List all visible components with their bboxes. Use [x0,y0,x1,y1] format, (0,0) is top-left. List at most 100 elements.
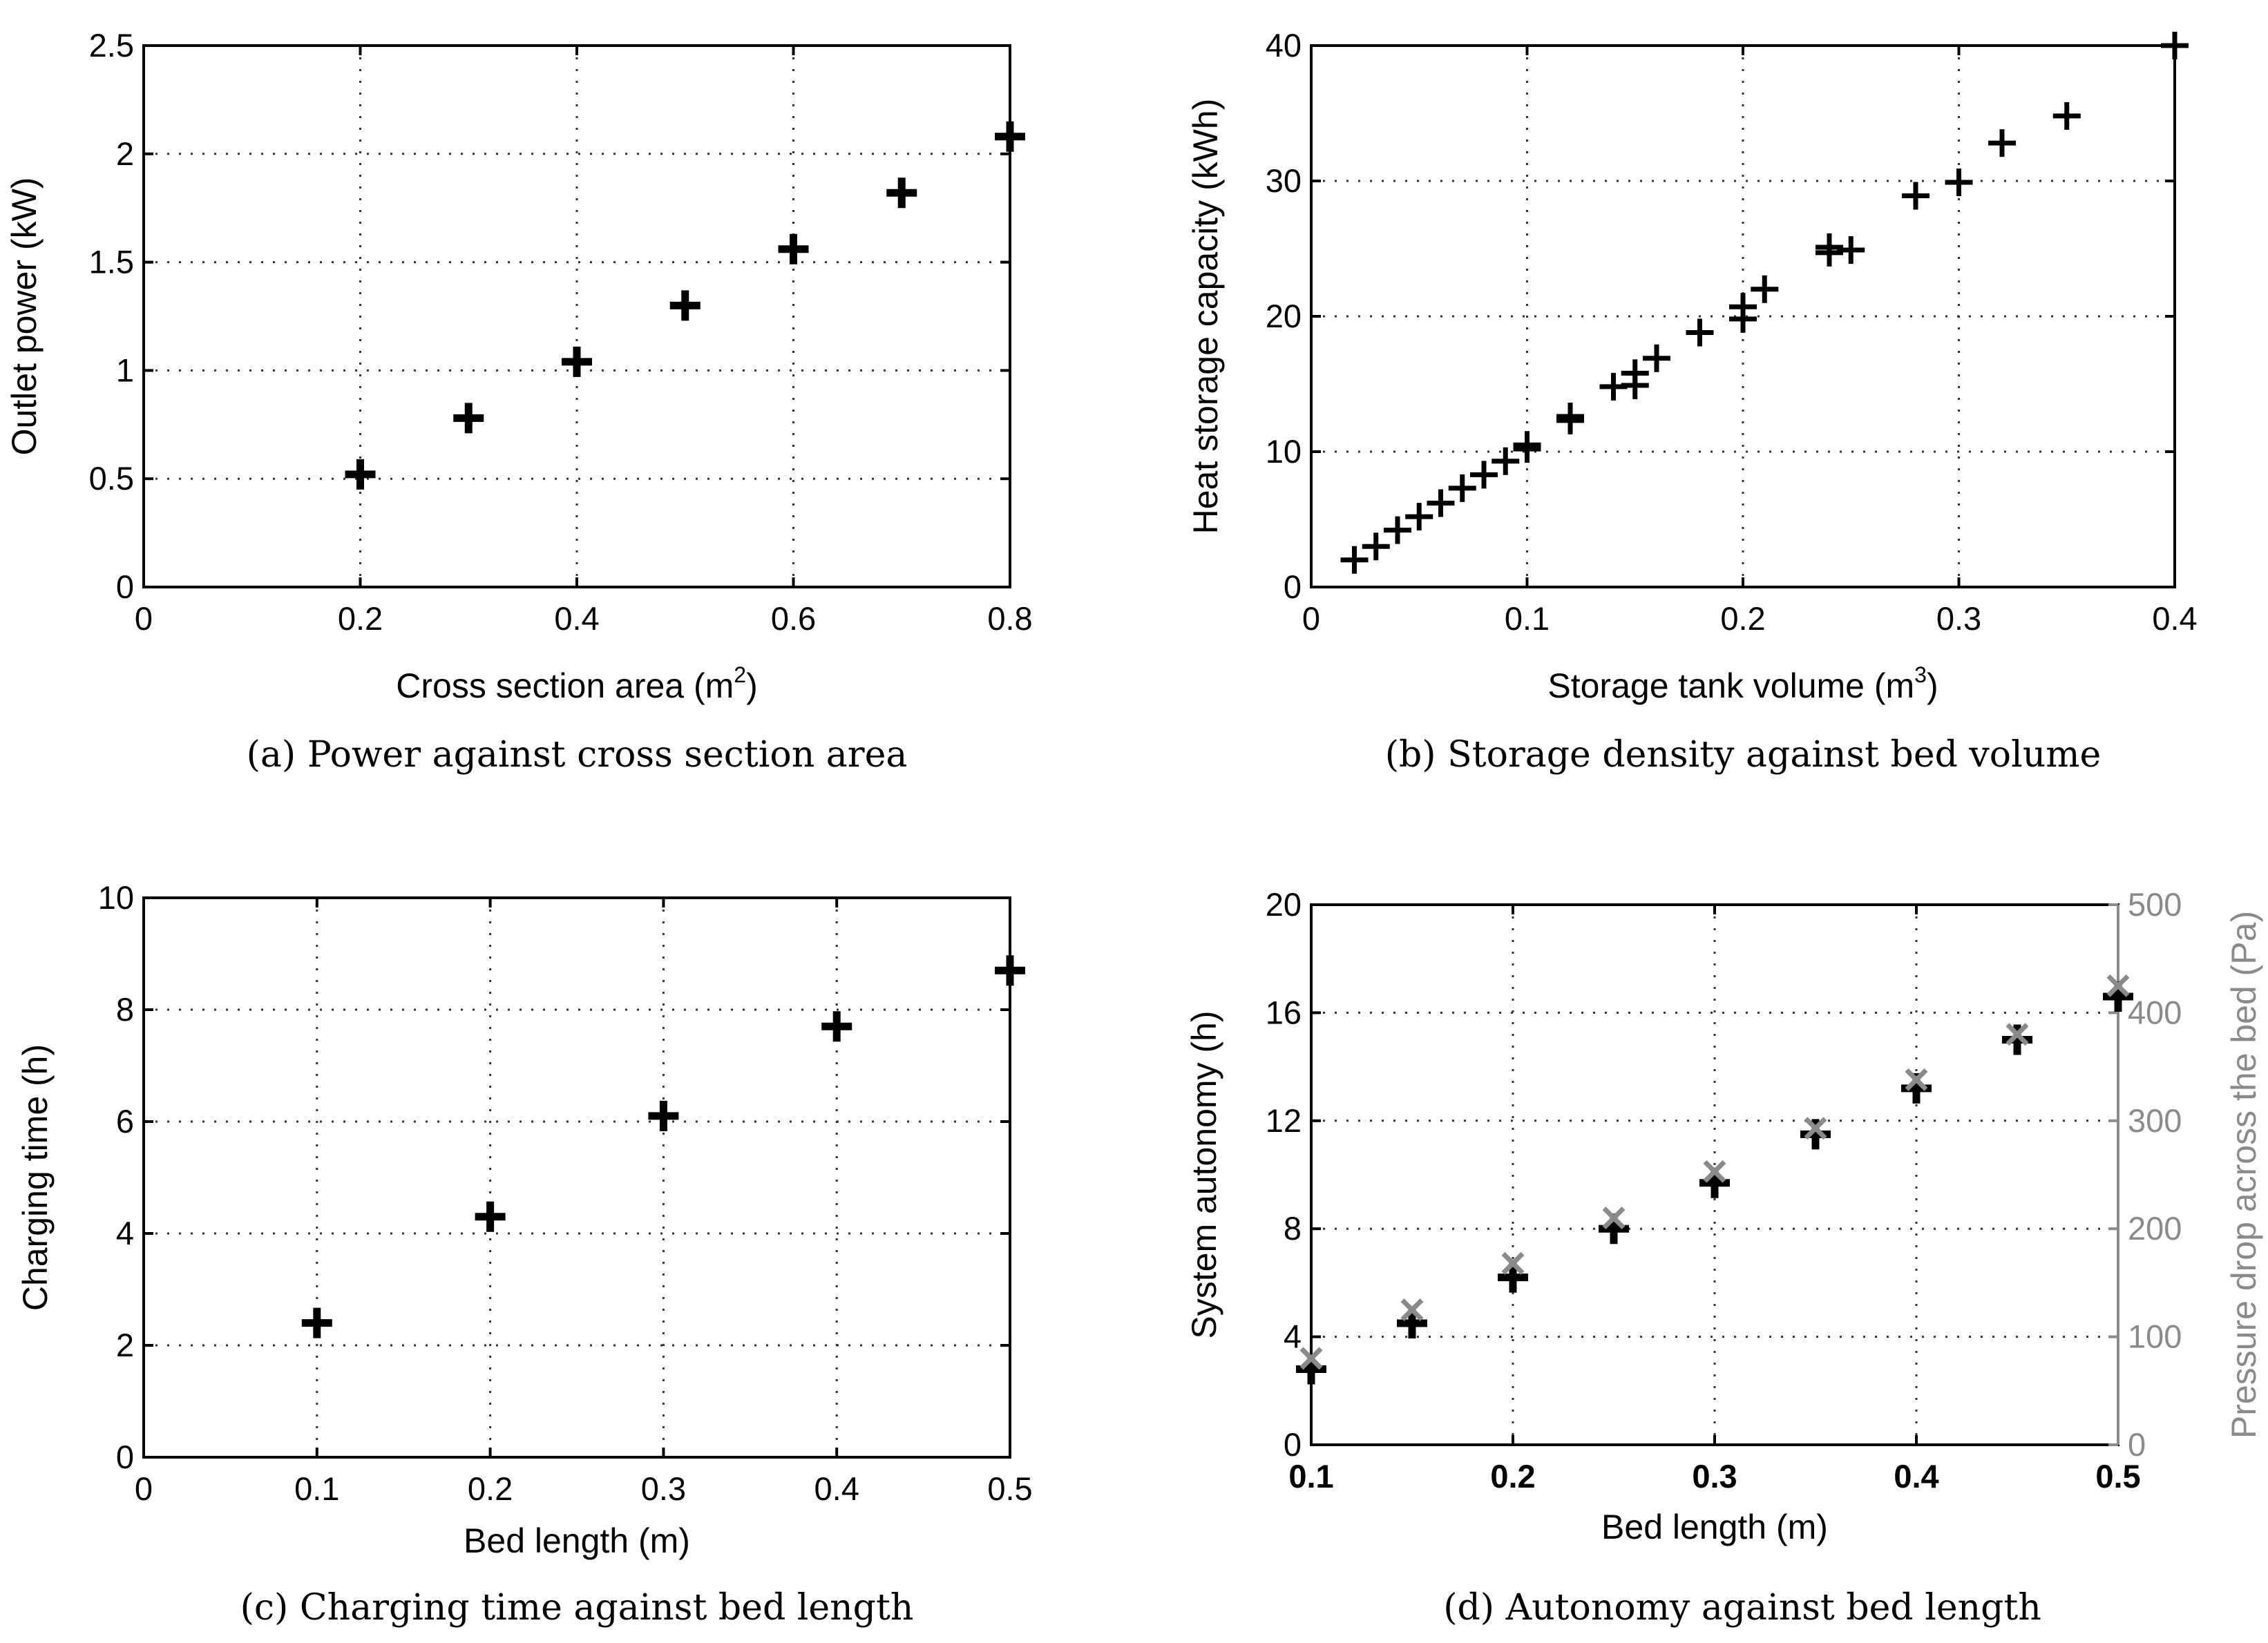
data-point-pressure [1602,1207,1626,1230]
data-point [2002,1024,2032,1055]
x-tick-label: 0 [1302,600,1320,637]
y2-tick-label: 500 [2128,886,2182,923]
x-tick-label: 0.5 [987,1470,1032,1507]
y-tick-label: 2 [116,1327,134,1363]
data-point-pressure [1400,1298,1424,1321]
x-axis-label: Bed length (m) [464,1521,690,1560]
data-point-pressure [2005,1023,2029,1046]
x-tick-label: 0.1 [1288,1458,1333,1495]
data-point [1729,293,1757,321]
data-point [1470,461,1498,489]
y-tick-label: 1.5 [89,244,134,280]
y2-tick-label: 200 [2128,1210,2182,1247]
data-point [669,290,701,321]
data-point [1556,403,1584,431]
y-tick-label: 0 [116,1439,134,1475]
data-point [1621,359,1649,387]
data-point [1362,532,1390,561]
x-tick-label: 0.1 [1505,600,1550,637]
y-tick-label: 0 [1284,1426,1302,1463]
data-point-pressure [2106,974,2130,997]
data-point [1405,503,1433,531]
y-tick-label: 16 [1266,994,1302,1030]
data-point [1800,1119,1831,1150]
x-tick-label: 0.2 [468,1470,513,1507]
x-tick-label: 0.2 [338,600,383,637]
x-tick-label: 0.4 [814,1470,859,1507]
panel-d-autonomy-vs-length: 0.1 0.2 0.3 0.4 0.50481216200100200300400500… [1185,886,2263,1628]
panel-a-power-vs-area: 0 0.2 0.4 0.6 0.8 0 0.5 1 1.5 2 2.5 Cross section a… [5,27,1033,776]
grid [144,46,1010,587]
y-axis-label: Charging time (h) [16,1044,55,1311]
data-point-pressure [1703,1160,1726,1183]
y-tick-label: 40 [1266,27,1302,64]
x-tick-label: 0.2 [1720,600,1765,637]
data-point [1384,516,1411,544]
data-point [562,346,592,377]
data-point-pressure [1804,1117,1827,1140]
y-tick-label: 8 [1284,1210,1302,1247]
y-tick-label: 0.5 [89,460,134,497]
x-axis-label: Cross section area (m2) [396,662,758,705]
data-point [1513,431,1541,459]
y-tick-label: 6 [116,1103,134,1140]
x-axis-label: Storage tank volume (m3) [1547,662,1938,705]
y2-axis-label: Pressure drop across the bed (Pa) [2224,911,2263,1439]
grid [144,898,1010,1457]
x-axis-label: Bed length (m) [1601,1508,1828,1546]
data-point [301,1307,332,1338]
x-tick-label: 0 [135,1470,153,1507]
data-point-pressure [1905,1068,1928,1091]
data-point [475,1201,506,1232]
data-point [1340,546,1369,574]
y-tick-label: 20 [1266,298,1302,334]
data-point [1492,447,1520,475]
y-tick-label: 8 [116,991,134,1028]
data-point [995,955,1025,986]
data-point [1902,182,1929,210]
data-point-pressure [1501,1251,1525,1275]
y-tick-label: 0 [1284,568,1302,605]
data-point [1643,344,1670,372]
data-point [886,177,917,209]
y-tick-label: 2.5 [89,27,134,64]
x-tick-label: 0.4 [1894,1458,1938,1495]
y-tick-label: 2 [116,135,134,172]
data-point [2161,32,2189,59]
x-tick-label: 0 [135,600,153,637]
y-tick-label: 4 [1284,1318,1302,1355]
y-tick-label: 20 [1266,886,1302,923]
data-point [778,233,809,265]
panel-caption: (d) Autonomy against bed length [1443,1587,2041,1628]
data-point [1945,168,1973,196]
panel-b-storage-vs-volume: 0 0.1 0.2 0.3 0.4 0 10 20 30 40 Storage tank volum… [1186,27,2198,776]
data-point [1448,474,1476,502]
x-tick-label: 0.3 [1692,1458,1737,1495]
data-point [1816,233,1843,262]
data-point [1988,129,2016,157]
y2-tick-label: 0 [2128,1426,2146,1463]
x-tick-label: 0.3 [641,1470,686,1507]
y-tick-label: 4 [116,1215,134,1251]
y-tick-label: 10 [98,879,134,916]
panel-c-charging-time-vs-length: 0 0.1 0.2 0.3 0.4 0.5 0 2 4 6 8 10 Bed length (m) Cha… [16,879,1033,1628]
y-tick-label: 1 [116,352,134,388]
x-tick-label: 0.6 [771,600,816,637]
x-tick-label: 0.2 [1490,1458,1535,1495]
y-tick-label: 10 [1266,433,1302,470]
y2-tick-label: 400 [2128,994,2182,1030]
data-point [453,403,484,434]
data-point [648,1100,679,1131]
x-tick-label: 0.1 [294,1470,339,1507]
y-tick-label: 12 [1266,1102,1302,1139]
panel-caption: (a) Power against cross section area [247,734,908,776]
y-axis-label: System autonomy (h) [1185,1010,1223,1338]
data-point-pressure [1299,1347,1323,1370]
x-tick-label: 0.3 [1936,600,1981,637]
y-tick-label: 0 [116,568,134,605]
y-axis-label: Outlet power (kW) [5,177,44,456]
data-point [1686,318,1714,347]
data-point [1837,236,1865,264]
data-point [1427,489,1455,517]
